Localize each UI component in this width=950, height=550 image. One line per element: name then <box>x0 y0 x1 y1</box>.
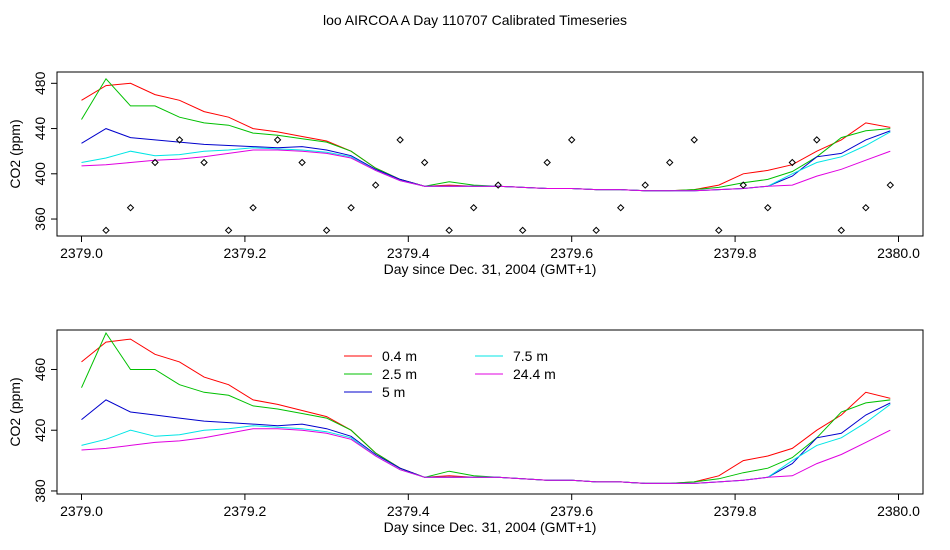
sample-point <box>126 204 135 212</box>
series-line-3 <box>81 403 891 484</box>
x-axis-label: Day since Dec. 31, 2004 (GMT+1) <box>384 519 597 535</box>
sample-point <box>175 136 184 144</box>
y-axis-label: CO2 (ppm) <box>7 119 23 188</box>
x-tick-label: 2379.2 <box>223 245 266 261</box>
sample-point <box>445 226 453 235</box>
x-tick-label: 2379.0 <box>60 503 103 519</box>
y-tick-label: 440 <box>32 117 48 141</box>
chart-title: loo AIRCOA A Day 110707 Calibrated Times… <box>323 12 627 28</box>
series-line-4 <box>81 149 891 192</box>
sample-point <box>862 204 870 212</box>
sample-point <box>396 136 404 144</box>
sample-point <box>788 158 796 167</box>
series-line-0 <box>81 338 891 484</box>
sample-point <box>715 226 723 235</box>
legend-label: 0.4 m <box>382 348 417 364</box>
sample-point <box>322 226 331 235</box>
series-line-2 <box>81 399 891 484</box>
sample-point <box>102 226 110 235</box>
y-axis-label: CO2 (ppm) <box>7 377 23 446</box>
sample-point <box>617 204 625 212</box>
series-line-1 <box>81 77 891 192</box>
y-tick-label: 380 <box>32 479 48 503</box>
y-tick-label: 460 <box>32 358 48 382</box>
top-panel: 2379.0 2379.2 2379.4 2379.6 2379.8 2380.0 360 4… <box>7 71 924 277</box>
y-tick-label: 420 <box>32 418 48 442</box>
sample-point <box>641 181 649 189</box>
sample-point <box>420 158 429 167</box>
x-tick-label: 2379.2 <box>223 503 266 519</box>
sample-point <box>543 158 551 167</box>
series-line-0 <box>81 82 891 192</box>
x-tick-label: 2380.0 <box>877 503 920 519</box>
sample-point <box>298 158 306 167</box>
plot-frame <box>56 329 924 495</box>
legend-label: 2.5 m <box>382 366 417 382</box>
x-tick-label: 2380.0 <box>877 245 920 261</box>
sample-point <box>764 204 772 212</box>
sample-point <box>886 181 895 189</box>
sample-point <box>666 158 674 167</box>
sample-point <box>371 181 380 189</box>
x-tick-label: 2379.4 <box>387 503 430 519</box>
legend-label: 7.5 m <box>513 348 548 364</box>
y-tick-label: 360 <box>32 207 48 231</box>
sample-point <box>494 181 502 189</box>
x-tick-label: 2379.4 <box>387 245 430 261</box>
sample-point <box>469 204 478 212</box>
plot-frame <box>56 71 924 237</box>
x-tick-label: 2379.6 <box>550 503 593 519</box>
y-tick-label: 480 <box>32 71 48 95</box>
x-tick-label: 2379.8 <box>714 503 757 519</box>
sample-point <box>347 204 355 212</box>
sample-point <box>273 136 282 144</box>
sample-point <box>813 136 821 144</box>
sample-point <box>151 158 159 167</box>
x-tick-label: 2379.6 <box>550 245 593 261</box>
series-line-1 <box>81 331 891 484</box>
series-line-4 <box>81 428 891 484</box>
sample-point <box>739 181 747 189</box>
series-line-2 <box>81 128 891 192</box>
x-tick-label: 2379.0 <box>60 245 103 261</box>
legend-label: 24.4 m <box>513 366 556 382</box>
sample-point <box>249 204 257 212</box>
x-axis-label: Day since Dec. 31, 2004 (GMT+1) <box>384 261 597 277</box>
bottom-panel: 2379.0 2379.2 2379.4 2379.6 2379.8 2380.0 380 4… <box>7 329 924 535</box>
legend-label: 5 m <box>382 384 405 400</box>
sample-point <box>837 226 846 235</box>
sample-point <box>567 136 576 144</box>
x-tick-label: 2379.8 <box>714 245 757 261</box>
sample-point <box>200 158 208 167</box>
sample-point <box>224 226 233 235</box>
sample-point <box>592 226 600 235</box>
sample-point <box>690 136 698 144</box>
y-tick-label: 400 <box>32 162 48 186</box>
sample-point <box>518 226 527 235</box>
